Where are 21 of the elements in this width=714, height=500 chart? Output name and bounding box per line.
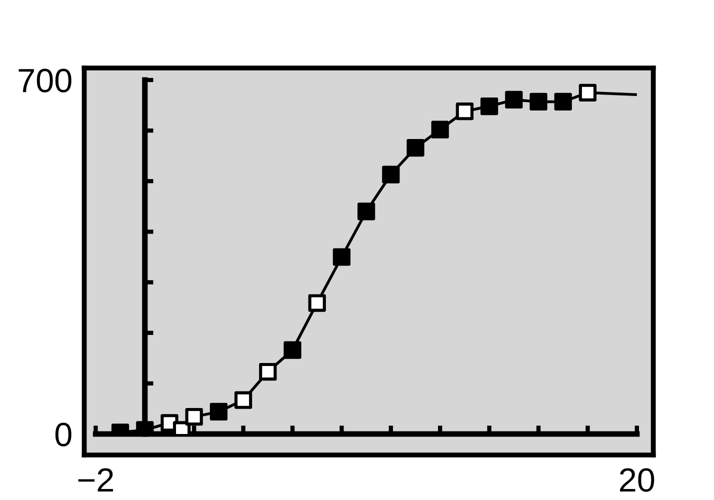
point <box>332 248 350 266</box>
point <box>210 402 228 421</box>
point <box>259 362 277 381</box>
point <box>554 92 572 111</box>
x-tick-label: 20 <box>620 468 654 492</box>
point <box>480 97 498 116</box>
point <box>185 408 203 426</box>
y-tick-label: 700 <box>18 68 72 92</box>
point <box>357 202 376 220</box>
x-tick-label: −2 <box>78 468 114 492</box>
point <box>406 138 424 157</box>
y-tick-label: 0 <box>55 422 72 446</box>
point <box>308 294 326 312</box>
point <box>505 90 523 109</box>
point <box>234 391 252 409</box>
point <box>530 92 548 111</box>
point <box>578 84 596 102</box>
point <box>456 102 474 120</box>
point <box>431 120 449 138</box>
point <box>382 166 400 184</box>
point <box>284 341 302 359</box>
